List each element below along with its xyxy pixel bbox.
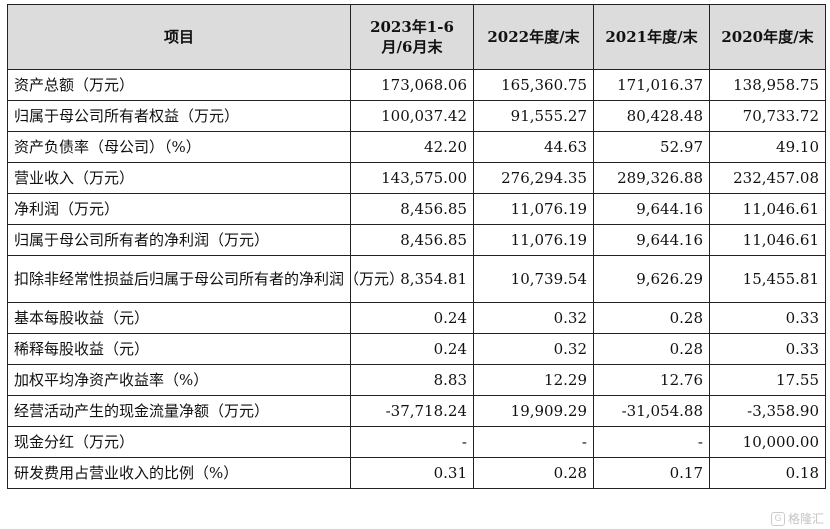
cell-value: 12.29 [473,364,594,396]
cell-value: -37,718.24 [350,395,474,427]
cell-value: 276,294.35 [473,162,594,194]
cell-value: 42.20 [350,131,474,163]
header-item: 项目 [7,4,351,70]
row-label: 经营活动产生的现金流量净额（万元） [7,395,351,427]
cell-value: 11,046.61 [709,193,826,225]
cell-value: 9,626.29 [593,255,710,303]
cell-value: 0.24 [350,333,474,365]
table-row: 扣除非经常性损益后归属于母公司所有者的净利润（万元） 8,354.81 10,7… [7,255,826,303]
cell-value: - [350,426,474,458]
row-label: 现金分红（万元） [7,426,351,458]
table-row: 经营活动产生的现金流量净额（万元） -37,718.24 19,909.29 -… [7,395,826,427]
row-label: 扣除非经常性损益后归属于母公司所有者的净利润（万元） [7,255,404,303]
table-row: 基本每股收益（元） 0.24 0.32 0.28 0.33 [7,302,826,334]
row-label: 营业收入（万元） [7,162,351,194]
table-header-row: 项目 2023年1-6月/6月末 2022年度/末 2021年度/末 2020年… [7,4,826,70]
header-2022: 2022年度/末 [473,4,594,70]
cell-value: -31,054.88 [593,395,710,427]
cell-value: 11,076.19 [473,224,594,256]
cell-value: 289,326.88 [593,162,710,194]
cell-value: 0.31 [350,457,474,489]
cell-value: 0.24 [350,302,474,334]
table-row: 营业收入（万元） 143,575.00 276,294.35 289,326.8… [7,162,826,194]
cell-value: 0.17 [593,457,710,489]
cell-value: 19,909.29 [473,395,594,427]
row-label: 资产总额（万元） [7,69,351,101]
cell-value: 0.33 [709,302,826,334]
cell-value: 8.83 [350,364,474,396]
financial-summary-table: 项目 2023年1-6月/6月末 2022年度/末 2021年度/末 2020年… [7,4,826,489]
cell-value: 173,068.06 [350,69,474,101]
cell-value: 138,958.75 [709,69,826,101]
table-row: 研发费用占营业收入的比例（%） 0.31 0.28 0.17 0.18 [7,457,826,489]
table-row: 稀释每股收益（元） 0.24 0.32 0.28 0.33 [7,333,826,365]
cell-value: 11,046.61 [709,224,826,256]
header-2021: 2021年度/末 [593,4,710,70]
row-label: 稀释每股收益（元） [7,333,351,365]
cell-value: 8,456.85 [350,193,474,225]
row-label: 资产负债率（母公司）（%） [7,131,351,163]
row-label: 归属于母公司所有者权益（万元） [7,100,351,132]
row-label: 研发费用占营业收入的比例（%） [7,457,351,489]
cell-value: 0.32 [473,302,594,334]
cell-value: 165,360.75 [473,69,594,101]
cell-value: 8,354.81 [350,255,474,303]
cell-value: 11,076.19 [473,193,594,225]
cell-value: 52.97 [593,131,710,163]
cell-value: 10,000.00 [709,426,826,458]
cell-value: 44.63 [473,131,594,163]
table-row: 资产总额（万元） 173,068.06 165,360.75 171,016.3… [7,69,826,101]
cell-value: - [473,426,594,458]
cell-value: 171,016.37 [593,69,710,101]
cell-value: 49.10 [709,131,826,163]
cell-value: 17.55 [709,364,826,396]
cell-value: 232,457.08 [709,162,826,194]
row-label: 基本每股收益（元） [7,302,351,334]
cell-value: 10,739.54 [473,255,594,303]
row-label: 净利润（万元） [7,193,351,225]
cell-value: 0.28 [593,302,710,334]
table-row: 加权平均净资产收益率（%） 8.83 12.29 12.76 17.55 [7,364,826,396]
cell-value: 0.28 [473,457,594,489]
financial-table-container: 项目 2023年1-6月/6月末 2022年度/末 2021年度/末 2020年… [7,4,826,489]
cell-value: 12.76 [593,364,710,396]
row-label: 归属于母公司所有者的净利润（万元） [7,224,351,256]
cell-value: 9,644.16 [593,193,710,225]
table-row: 归属于母公司所有者权益（万元） 100,037.42 91,555.27 80,… [7,100,826,132]
header-2020: 2020年度/末 [709,4,826,70]
cell-value: 8,456.85 [350,224,474,256]
watermark-text: 格隆汇 [787,512,824,526]
cell-value: 100,037.42 [350,100,474,132]
cell-value: 91,555.27 [473,100,594,132]
cell-value: -3,358.90 [709,395,826,427]
table-row: 净利润（万元） 8,456.85 11,076.19 9,644.16 11,0… [7,193,826,225]
cell-value: 0.32 [473,333,594,365]
cell-value: 143,575.00 [350,162,474,194]
header-2023h1: 2023年1-6月/6月末 [350,4,474,70]
table-row: 归属于母公司所有者的净利润（万元） 8,456.85 11,076.19 9,6… [7,224,826,256]
watermark: G 格隆汇 [770,510,824,527]
cell-value: 80,428.48 [593,100,710,132]
cell-value: 0.18 [709,457,826,489]
gelonghui-logo-icon: G [770,511,785,526]
cell-value: 0.28 [593,333,710,365]
row-label: 加权平均净资产收益率（%） [7,364,351,396]
table-row: 资产负债率（母公司）（%） 42.20 44.63 52.97 49.10 [7,131,826,163]
cell-value: 9,644.16 [593,224,710,256]
cell-value: 15,455.81 [709,255,826,303]
cell-value: 70,733.72 [709,100,826,132]
cell-value: - [593,426,710,458]
table-row: 现金分红（万元） - - - 10,000.00 [7,426,826,458]
cell-value: 0.33 [709,333,826,365]
